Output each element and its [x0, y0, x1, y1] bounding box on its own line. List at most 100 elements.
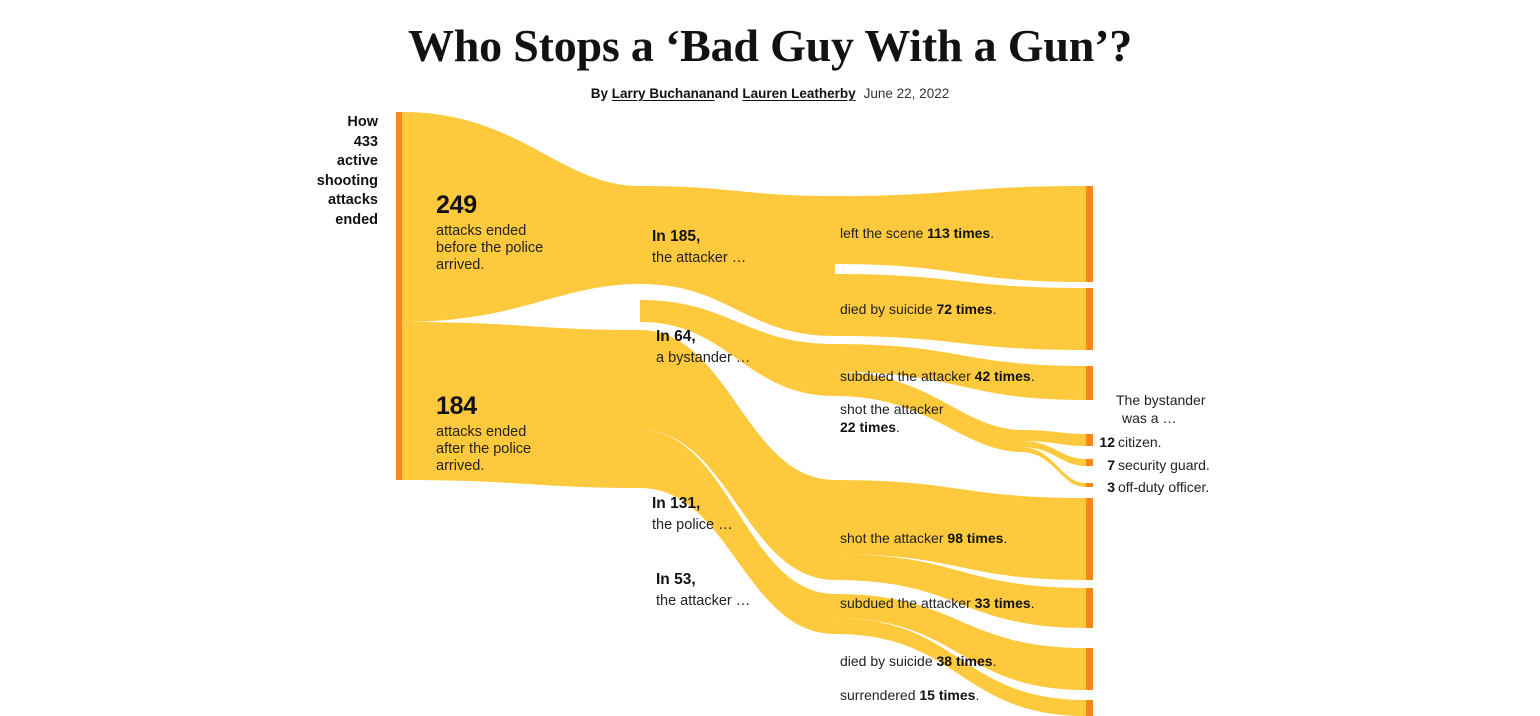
outcome-shot-22-count: 22 times	[840, 418, 897, 435]
bystander-row-security-guard: 7 security guard.	[1098, 457, 1210, 474]
label-outcome-surrendered-15: surrendered 15 times.	[840, 687, 979, 705]
outcome-surrendered-15-count: 15 times	[919, 687, 976, 703]
outcome-shot-98-count: 98 times	[947, 530, 1004, 546]
node-subdued-42	[1086, 366, 1093, 400]
label-outcome-suicide-38: died by suicide 38 times.	[840, 653, 996, 671]
publish-date: June 22, 2022	[863, 86, 950, 101]
bystander-citizen-count: 12	[1099, 434, 1115, 450]
byline: By Larry Buchananand Lauren Leatherby Jun…	[0, 86, 1540, 102]
node-shot-98	[1086, 498, 1093, 580]
outcome-surrendered-15-prefix: surrendered	[840, 687, 920, 703]
bystander-breakdown-heading: The bystander was a …	[1116, 392, 1206, 427]
stage1-184-desc-line-2: arrived.	[436, 458, 485, 474]
bystander-heading-line-1: The bystander	[1116, 392, 1206, 408]
trunk-label-line-4: attacks	[328, 192, 378, 208]
label-outcome-shot-22: shot the attacker 22 times.	[840, 401, 944, 436]
trunk-label-line-2: active	[336, 153, 378, 169]
flow-shot22-to-citizen	[1020, 430, 1086, 446]
byline-conjunction: and	[714, 86, 739, 101]
bystander-security-guard-count: 7	[1107, 457, 1115, 473]
node-suicide-38	[1086, 648, 1093, 690]
outcome-subdued-42-suffix: .	[1030, 368, 1035, 384]
author-link-1[interactable]: Larry Buchanan	[611, 86, 715, 101]
outcome-shot-22-line2: 22 times.	[840, 419, 944, 437]
outcome-subdued-33-prefix: subdued the attacker	[840, 595, 975, 611]
flow-shot22-to-off-duty-officer	[1020, 447, 1086, 487]
node-trunk	[396, 112, 402, 480]
outcome-shot-22-suffix: .	[896, 418, 900, 435]
label-outcome-suicide-72: died by suicide 72 times.	[840, 301, 996, 319]
trunk-label: How 433 active shooting attacks ended	[250, 113, 378, 230]
outcome-suicide-38-count: 38 times	[936, 653, 993, 669]
label-outcome-left-scene: left the scene 113 times.	[840, 225, 994, 243]
outcome-suicide-72-count: 72 times	[936, 301, 993, 317]
trunk-label-line-1: 433	[353, 133, 378, 150]
trunk-label-line-5: ended	[335, 211, 378, 228]
stage1-184-description: attacks ended after the police arrived.	[436, 424, 531, 475]
bystander-row-off-duty-officer: 3 off-duty officer.	[1098, 479, 1209, 496]
stage2-131-actor: the police …	[652, 517, 733, 533]
node-surrendered-15	[1086, 700, 1093, 716]
bystander-security-guard-label: security guard.	[1118, 457, 1210, 473]
bystander-off-duty-officer-count: 3	[1107, 479, 1115, 495]
stage1-184-desc-line-1: after the police	[436, 441, 532, 457]
stage2-185-actor: the attacker …	[652, 250, 747, 266]
node-off-duty-officer-3	[1086, 483, 1093, 487]
bystander-off-duty-officer-label: off-duty officer.	[1118, 479, 1210, 495]
stage1-249-number: 249	[436, 191, 477, 219]
bystander-heading-line-2: was a …	[1122, 409, 1177, 426]
stage2-64-number: In 64,	[656, 328, 696, 345]
outcome-subdued-42-prefix: subdued the attacker	[840, 368, 975, 384]
label-outcome-subdued-33: subdued the attacker 33 times.	[840, 595, 1035, 613]
outcome-suicide-38-suffix: .	[992, 653, 997, 669]
node-left-scene-113	[1086, 186, 1093, 282]
stage1-249-desc-line-1: before the police	[436, 240, 544, 256]
outcome-surrendered-15-suffix: .	[975, 687, 980, 703]
outcome-subdued-33-suffix: .	[1030, 595, 1035, 611]
stage1-249-description: attacks ended before the police arrived.	[436, 223, 543, 274]
outcome-subdued-33-count: 33 times	[974, 595, 1031, 611]
outcome-shot-98-suffix: .	[1003, 530, 1008, 546]
label-stage1-184: 184 attacks ended after the police arriv…	[436, 393, 531, 475]
node-citizen-12	[1086, 434, 1093, 446]
stage2-53-number: In 53,	[656, 571, 696, 588]
bystander-citizen-label: citizen.	[1118, 434, 1162, 450]
outcome-suicide-38-prefix: died by suicide	[840, 653, 937, 669]
stage2-185-number: In 185,	[652, 228, 701, 245]
label-stage2-53: In 53, the attacker …	[656, 571, 750, 610]
node-subdued-33	[1086, 588, 1093, 628]
stage1-184-number: 184	[436, 392, 477, 420]
stage1-249-desc-line-0: attacks ended	[436, 223, 527, 239]
outcome-shot-22-prefix: shot the attacker	[840, 401, 944, 417]
outcome-shot-98-prefix: shot the attacker	[840, 530, 948, 546]
label-outcome-shot-98: shot the attacker 98 times.	[840, 530, 1007, 548]
trunk-label-line-3: shooting	[316, 172, 378, 189]
page-title: Who Stops a ‘Bad Guy With a Gun’?	[407, 20, 1133, 71]
outcome-suicide-72-prefix: died by suicide	[840, 301, 937, 317]
byline-by-word: By	[590, 86, 609, 101]
flow-184-to-131	[640, 330, 835, 580]
bystander-row-citizen: 12 citizen.	[1098, 434, 1162, 451]
outcome-left-scene-suffix: .	[990, 225, 995, 241]
trunk-label-line-0: How	[347, 114, 378, 130]
outcome-suicide-72-suffix: .	[992, 301, 997, 317]
label-stage2-185: In 185, the attacker …	[652, 228, 746, 267]
stage2-64-actor: a bystander …	[656, 350, 751, 366]
stage2-53-actor: the attacker …	[656, 593, 751, 609]
flow-shot22-to-security-guard	[1020, 441, 1086, 466]
author-link-2[interactable]: Lauren Leatherby	[742, 86, 856, 101]
node-security-guard-7	[1086, 459, 1093, 466]
label-stage2-131: In 131, the police …	[652, 495, 733, 534]
label-stage1-249: 249 attacks ended before the police arri…	[436, 192, 543, 274]
article-header: Who Stops a ‘Bad Guy With a Gun’? By Lar…	[0, 0, 1540, 102]
outcome-left-scene-prefix: left the scene	[840, 225, 928, 241]
node-suicide-72	[1086, 288, 1093, 350]
outcome-subdued-42-count: 42 times	[974, 368, 1031, 384]
stage1-184-desc-line-0: attacks ended	[436, 424, 527, 440]
label-stage2-64: In 64, a bystander …	[656, 328, 750, 367]
flow-131-to-subdued-33	[835, 554, 1086, 628]
stage1-249-desc-line-2: arrived.	[436, 257, 485, 273]
label-outcome-subdued-42: subdued the attacker 42 times.	[840, 368, 1035, 386]
stage2-131-number: In 131,	[652, 495, 701, 512]
